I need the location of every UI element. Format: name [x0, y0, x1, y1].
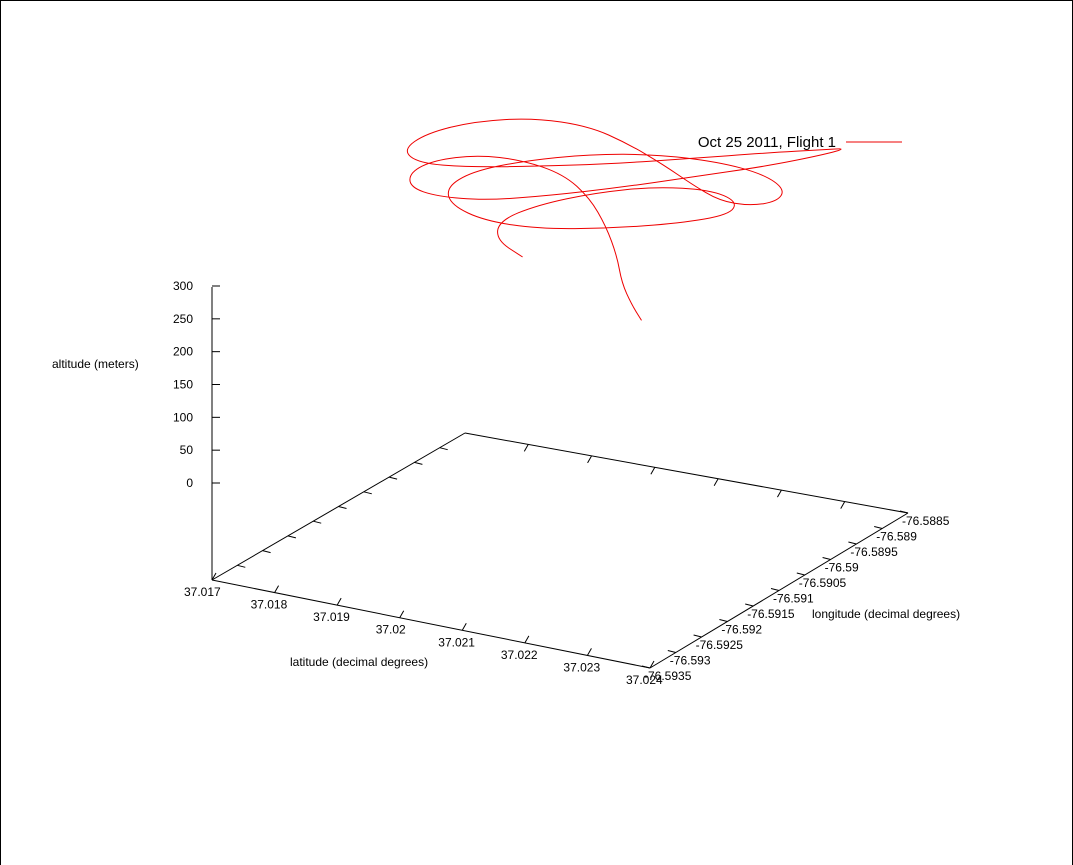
- x-tick-label: 37.023: [563, 660, 600, 674]
- x-tick-label: 37.018: [251, 598, 288, 612]
- y-tick-mark: [874, 526, 883, 529]
- back-y-tick-mark: [388, 476, 398, 480]
- y-tick-mark: [745, 603, 754, 607]
- x-tick-label: 37.024: [626, 673, 663, 687]
- back-y-tick-mark: [313, 520, 322, 524]
- latitude-axis-ticks: 37.017 37.018 37.019 37.02 37.021 37.022 37.02…: [184, 572, 663, 687]
- y-tick-label: -76.589: [876, 530, 917, 544]
- back-x-tick-mark: [523, 444, 529, 452]
- back-y-tick-mark: [338, 506, 347, 509]
- back-y-tick-mark: [237, 564, 246, 568]
- y-tick-label: -76.5935: [644, 669, 692, 683]
- back-y-tick-mark: [363, 491, 372, 495]
- z-tick-label: 100: [173, 410, 193, 424]
- x-tick-mark: [336, 597, 342, 606]
- y-tick-mark: [641, 665, 651, 669]
- y-tick-mark: [848, 541, 857, 545]
- back-y-tick-mark: [439, 447, 448, 451]
- back-x-tick-mark: [587, 455, 593, 464]
- base-edge-latitude-back: [464, 432, 909, 514]
- base-edge-latitude-front: [211, 579, 651, 669]
- x-tick-mark: [211, 572, 217, 581]
- y-tick-label: -76.5885: [902, 514, 950, 528]
- longitude-axis-ticks: -76.5935-76.593-76.5925-76.592-76.5915-7…: [641, 510, 950, 683]
- x-tick-mark: [274, 585, 280, 593]
- z-axis-ticks: 0 50 100 150 200 250 300: [173, 279, 220, 490]
- x-tick-mark: [586, 648, 592, 656]
- x-tick-mark: [399, 610, 405, 618]
- x-tick-mark: [524, 635, 530, 644]
- legend-label: Oct 25 2011, Flight 1: [698, 134, 836, 151]
- z-axis-title: altitude (meters): [52, 357, 139, 371]
- y-tick-mark: [667, 650, 676, 653]
- z-tick-label: 0: [186, 476, 193, 490]
- back-y-tick-mark: [262, 550, 271, 554]
- y-tick-mark: [693, 634, 702, 638]
- back-y-tick-mark: [414, 461, 423, 465]
- y-axis-title: longitude (decimal degrees): [812, 607, 960, 621]
- z-tick-label: 50: [180, 443, 194, 457]
- x-tick-mark: [461, 623, 467, 631]
- back-x-tick-mark: [713, 478, 719, 486]
- x-tick-label: 37.017: [184, 585, 221, 599]
- x-tick-label: 37.022: [501, 648, 538, 662]
- x-tick-label: 37.02: [376, 623, 406, 637]
- y-tick-mark: [770, 588, 780, 591]
- y-tick-label: -76.5905: [799, 576, 847, 590]
- series-flight-1-line: [406, 118, 842, 321]
- z-tick-label: 150: [173, 378, 193, 392]
- back-edge-ticks: [237, 444, 846, 568]
- x-tick-mark: [649, 660, 655, 669]
- z-tick-label: 300: [173, 279, 193, 293]
- back-x-tick-mark: [650, 467, 656, 475]
- y-tick-mark: [899, 510, 909, 514]
- back-x-tick-mark: [840, 501, 846, 509]
- y-tick-label: -76.592: [721, 623, 762, 637]
- y-tick-label: -76.5925: [696, 638, 744, 652]
- y-tick-label: -76.5915: [747, 607, 795, 621]
- z-tick-label: 200: [173, 345, 193, 359]
- back-x-tick-mark: [776, 489, 782, 498]
- y-tick-mark: [822, 557, 831, 560]
- x-tick-label: 37.021: [438, 635, 475, 649]
- y-tick-label: -76.593: [670, 654, 711, 668]
- y-tick-label: -76.5895: [850, 545, 898, 559]
- y-tick-mark: [719, 619, 728, 622]
- x-tick-label: 37.019: [313, 610, 350, 624]
- y-tick-mark: [796, 572, 805, 576]
- back-y-tick-mark: [287, 535, 297, 539]
- x-axis-title: latitude (decimal degrees): [290, 655, 428, 669]
- z-tick-label: 250: [173, 312, 193, 326]
- y-tick-label: -76.591: [773, 592, 814, 606]
- y-tick-label: -76.59: [825, 561, 859, 575]
